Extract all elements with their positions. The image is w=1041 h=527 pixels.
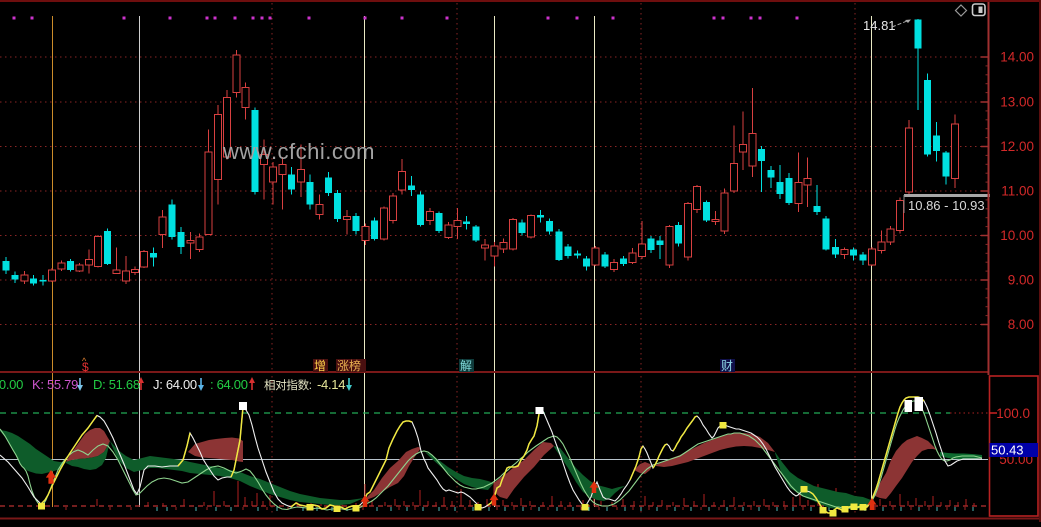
svg-text:100.0: 100.0 [996,406,1030,421]
svg-text:12.00: 12.00 [1000,139,1034,154]
svg-text:$: $ [82,360,89,374]
svg-text:13.00: 13.00 [1000,95,1034,110]
svg-text:涨榜: 涨榜 [337,358,361,373]
svg-text:^: ^ [82,356,87,366]
svg-text:14.00: 14.00 [1000,50,1034,65]
svg-text:10.86 - 10.93: 10.86 - 10.93 [908,198,985,213]
svg-text:相对指数:: 相对指数: [264,378,312,392]
svg-text:50.43: 50.43 [991,443,1024,458]
svg-text:财: 财 [721,359,733,373]
svg-text:00.00: 00.00 [0,377,23,392]
svg-text:D: 51.68: D: 51.68 [93,377,140,392]
svg-text:14.81: 14.81 [863,18,896,33]
svg-text:8.00: 8.00 [1008,317,1034,332]
svg-text:解: 解 [460,359,472,373]
svg-text:: 64.00: : 64.00 [210,377,248,392]
svg-text:10.00: 10.00 [1000,228,1034,243]
svg-text:www.cfchi.com: www.cfchi.com [222,139,375,164]
svg-text:增: 增 [314,359,326,373]
svg-text:J: 64.00: J: 64.00 [153,377,197,392]
svg-text:K: 55.79: K: 55.79 [32,377,78,392]
svg-text:-4.14: -4.14 [317,377,345,392]
svg-text:11.00: 11.00 [1001,184,1034,199]
svg-text:9.00: 9.00 [1008,273,1034,288]
